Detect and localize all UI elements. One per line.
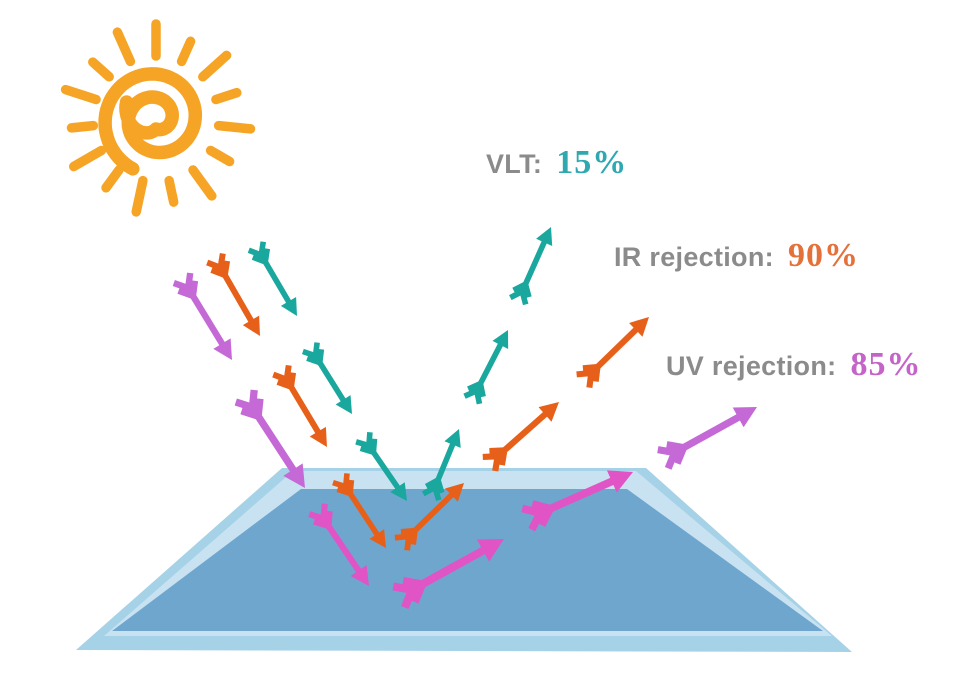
vlt-ray-incoming-2 [301,342,352,415]
vlt-ray-incoming-1 [247,241,298,316]
uv-ray-incoming-2 [234,389,305,489]
uv-ray-rejected-2 [521,470,634,532]
ir-rejection-label-row: IR rejection: 90% [614,237,859,274]
ir-ray-absorbed [332,473,386,549]
uv-rejection-label: UV rejection: [666,351,837,381]
vlt-label: VLT: [486,149,543,179]
vlt-ray-entering-glass [355,432,408,501]
ir-ray-rejected-2 [482,402,560,472]
uv-ray-absorbed [308,503,369,587]
uv-ray-rejected-3 [657,407,758,470]
light-ray-arrows [172,226,758,610]
uv-rejection-value: 85% [850,346,922,383]
sun-icon [60,19,256,217]
uv-ray-rejected-1 [392,538,504,610]
vlt-ray-through-2 [463,330,509,405]
ir-ray-incoming-2 [272,364,327,448]
ir-rejection-value: 90% [787,237,859,274]
vlt-ray-through-3 [509,226,553,306]
ir-ray-rejected-3 [576,316,649,388]
vlt-label-row: VLT: 15% [486,144,627,181]
ir-ray-rejected-1 [394,482,464,551]
ir-ray-incoming-1 [206,253,260,337]
vlt-ray-through-1 [421,428,461,501]
vlt-value: 15% [556,144,628,181]
uv-ray-incoming-1 [172,272,232,361]
uv-rejection-label-row: UV rejection: 85% [666,346,921,383]
ir-rejection-label: IR rejection: [614,242,774,272]
